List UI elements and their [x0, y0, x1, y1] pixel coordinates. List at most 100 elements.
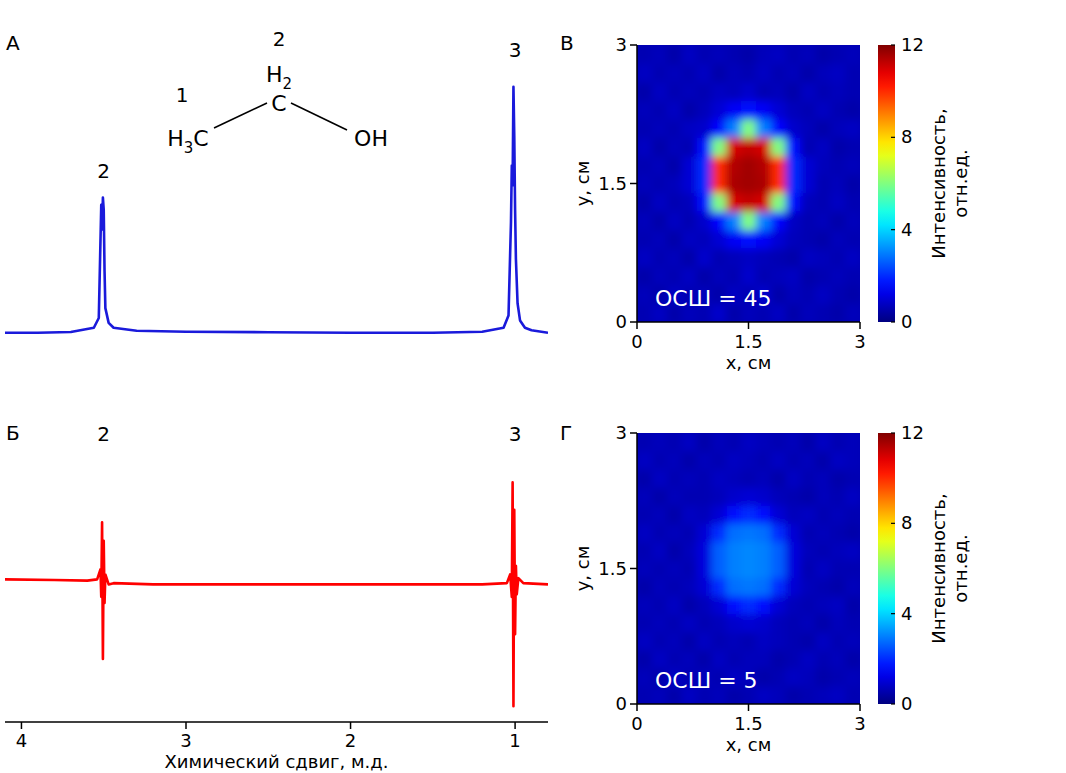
cell [711, 632, 726, 651]
cell [786, 632, 801, 651]
cell [815, 137, 830, 156]
cell [830, 614, 845, 633]
cell [830, 686, 845, 704]
cell [801, 433, 816, 452]
cell [711, 82, 726, 101]
x-tick-label: 4 [16, 730, 27, 751]
cell [637, 578, 652, 597]
cell [801, 614, 816, 633]
cell [756, 433, 771, 452]
plot-area [637, 45, 860, 322]
cell [652, 267, 667, 286]
cell [786, 505, 801, 524]
cell [682, 596, 697, 615]
cell [652, 505, 667, 524]
cell [815, 632, 830, 651]
cell [815, 248, 830, 267]
spectrum-line [5, 87, 548, 333]
cell [786, 248, 801, 267]
cell [815, 614, 830, 633]
cell [801, 193, 816, 212]
cell [801, 174, 816, 193]
y-tick-label: 1.5 [598, 173, 627, 194]
cell [771, 285, 786, 304]
cell [830, 559, 845, 578]
cell [801, 285, 816, 304]
cell [637, 632, 652, 651]
cell [711, 248, 726, 267]
cell [786, 156, 801, 175]
cell [667, 541, 682, 560]
cell [801, 451, 816, 470]
cell [696, 632, 711, 651]
spectrum-line [5, 482, 548, 706]
cell [711, 119, 726, 138]
cell [682, 559, 697, 578]
structure-run: H [167, 126, 184, 151]
cell [830, 193, 845, 212]
cell [682, 211, 697, 230]
cell [786, 193, 801, 212]
atom-number: 1 [176, 83, 189, 107]
cell [667, 174, 682, 193]
cell [667, 230, 682, 249]
cell [652, 45, 667, 64]
cell [696, 193, 711, 212]
cell [726, 45, 741, 64]
cell [726, 596, 741, 615]
cell [815, 211, 830, 230]
cell [845, 304, 860, 322]
cell [845, 137, 860, 156]
structure-run: C [271, 91, 286, 116]
cell [741, 614, 756, 633]
cell [667, 63, 682, 82]
cell [741, 523, 756, 542]
cell [696, 487, 711, 506]
cell [652, 451, 667, 470]
x-tick [514, 722, 516, 729]
cell [801, 686, 816, 704]
cell [682, 137, 697, 156]
cell [801, 487, 816, 506]
cells [637, 433, 860, 704]
cell [696, 230, 711, 249]
cell [696, 469, 711, 488]
cell [652, 650, 667, 669]
cell [652, 541, 667, 560]
cell [771, 668, 786, 687]
cell [711, 505, 726, 524]
cell [741, 632, 756, 651]
cell [801, 137, 816, 156]
cell [830, 248, 845, 267]
cell [756, 523, 771, 542]
cell [815, 119, 830, 138]
cell [845, 668, 860, 687]
cell [786, 45, 801, 64]
cell [711, 487, 726, 506]
cell [771, 451, 786, 470]
cell [830, 82, 845, 101]
cell [637, 451, 652, 470]
cell [801, 230, 816, 249]
cell [815, 596, 830, 615]
structure-group: OH [354, 126, 388, 151]
cell [786, 559, 801, 578]
cell [756, 82, 771, 101]
cell [801, 119, 816, 138]
cell [726, 156, 741, 175]
cell [637, 285, 652, 304]
x-axis-title: x, см [726, 734, 772, 755]
cell [815, 505, 830, 524]
cell [726, 119, 741, 138]
peak-label: 3 [509, 38, 522, 62]
x-tick [636, 704, 638, 711]
cell [682, 578, 697, 597]
colorbar-tick-label: 0 [901, 311, 912, 332]
cell [726, 469, 741, 488]
cell [667, 650, 682, 669]
cell [771, 230, 786, 249]
x-axis-title: x, см [726, 352, 772, 373]
cell [667, 82, 682, 101]
y-tick-label: 3 [616, 34, 627, 55]
cell [637, 433, 652, 452]
